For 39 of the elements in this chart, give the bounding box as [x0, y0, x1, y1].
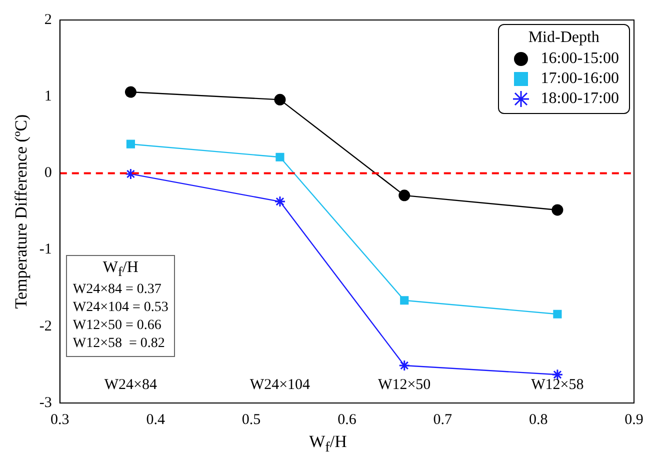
y-tick-label: 1 [44, 88, 52, 105]
x-tick-label: 0.9 [624, 412, 644, 428]
legend-title: Mid-Depth [527, 29, 600, 47]
annotation: W12×50 [378, 376, 431, 393]
x-tick-label: 0.5 [242, 412, 261, 428]
legend-label: 18:00-17:00 [540, 90, 619, 108]
legend-label: 16:00-15:00 [540, 50, 619, 68]
y-axis-title: Temperature Difference (ºC) [12, 114, 31, 309]
point [124, 86, 136, 98]
annotation: W24×84 [104, 376, 158, 393]
point [398, 190, 410, 202]
point [276, 152, 284, 162]
point [274, 196, 286, 208]
y-tick-label: 0 [44, 165, 52, 182]
point [553, 310, 562, 318]
point [274, 94, 286, 106]
annotation: W12×50 = 0.66 [72, 317, 162, 336]
y-tick-label: -3 [39, 394, 52, 411]
y-tick-label: -2 [39, 318, 52, 334]
x-axis-title: W$_{f}$/H [308, 432, 348, 456]
point [398, 360, 410, 372]
annotation: W24×104 = 0.53 [72, 299, 168, 318]
legend-label: 17:00-16:00 [540, 70, 619, 88]
y-tick-label: -1 [39, 242, 52, 258]
annotation: W12×58 = 0.82 [72, 335, 166, 354]
annotation: W$_{f}$/H [102, 259, 140, 282]
x-tick-label: 0.7 [433, 412, 453, 428]
x-tick-label: 0.6 [338, 412, 357, 428]
point [552, 204, 564, 216]
x-tick-label: 0.4 [146, 412, 166, 428]
y-tick-label: 2 [44, 12, 52, 28]
x-tick-label: 0.3 [50, 412, 70, 428]
annotation: W12×58 [531, 376, 584, 393]
point [124, 168, 136, 180]
point [126, 140, 135, 148]
annotation: W24×84 = 0.37 [72, 281, 162, 300]
annotation: W24×104 [250, 376, 311, 393]
point [400, 296, 409, 305]
x-tick-label: 0.8 [528, 412, 548, 428]
